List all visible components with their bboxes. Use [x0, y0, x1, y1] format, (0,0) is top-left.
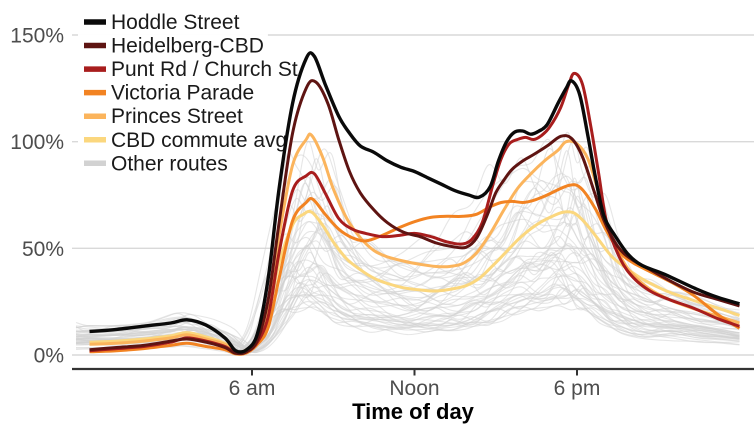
legend-label-princes-street: Princes Street: [111, 105, 243, 128]
x-tick-label-6-pm: 6 pm: [554, 377, 601, 400]
legend-item-other-routes: Other routes: [78, 151, 232, 175]
legend-item-hoddle-street: Hoddle Street: [78, 10, 244, 34]
x-axis-tick-labels: 6 am Noon 6 pm: [229, 377, 601, 400]
legend-label-hoddle-street: Hoddle Street: [111, 11, 240, 34]
x-axis: [72, 367, 754, 376]
legend-label-halo: [78, 128, 292, 152]
series-lines: [75, 51, 741, 356]
legend-label-halo: [78, 81, 259, 105]
legend-item-princes-street: Princes Street: [78, 104, 248, 128]
series-line-hoddle-street: [89, 51, 740, 354]
other-route-line: [75, 214, 740, 351]
y-tick-label-100: 100%: [10, 131, 64, 154]
legend-label-halo: [78, 104, 248, 128]
legend-label-halo: [78, 34, 268, 58]
legend-item-punt-rd-church-st: Punt Rd / Church St: [78, 57, 302, 81]
legend-label-cbd-commute-avg: CBD commute avg: [111, 129, 287, 152]
legend-item-cbd-commute-avg: CBD commute avg: [78, 128, 292, 152]
y-axis-tick-labels: 0% 50% 100% 150%: [10, 25, 64, 368]
x-axis-title: Time of day: [352, 399, 475, 424]
y-tick-label-50: 50%: [22, 238, 64, 261]
legend-item-heidelberg-cbd: Heidelberg-CBD: [78, 34, 268, 58]
legend-label-other-routes: Other routes: [111, 152, 228, 175]
legend-label-halo: [78, 57, 302, 81]
legend-label-heidelberg-cbd: Heidelberg-CBD: [111, 35, 264, 58]
x-tick-label-noon: Noon: [389, 377, 439, 400]
legend-label-halo: [78, 10, 244, 34]
legend-label-victoria-parade: Victoria Parade: [111, 82, 254, 105]
legend-item-victoria-parade: Victoria Parade: [78, 81, 259, 105]
legend-label-punt-rd-church-st: Punt Rd / Church St: [111, 58, 298, 81]
other-route-line: [75, 205, 740, 352]
legend-label-halo: [78, 151, 232, 175]
y-tick-label-150: 150%: [10, 25, 64, 48]
y-tick-label-0: 0%: [34, 345, 64, 368]
x-tick-label-6-am: 6 am: [229, 377, 276, 400]
